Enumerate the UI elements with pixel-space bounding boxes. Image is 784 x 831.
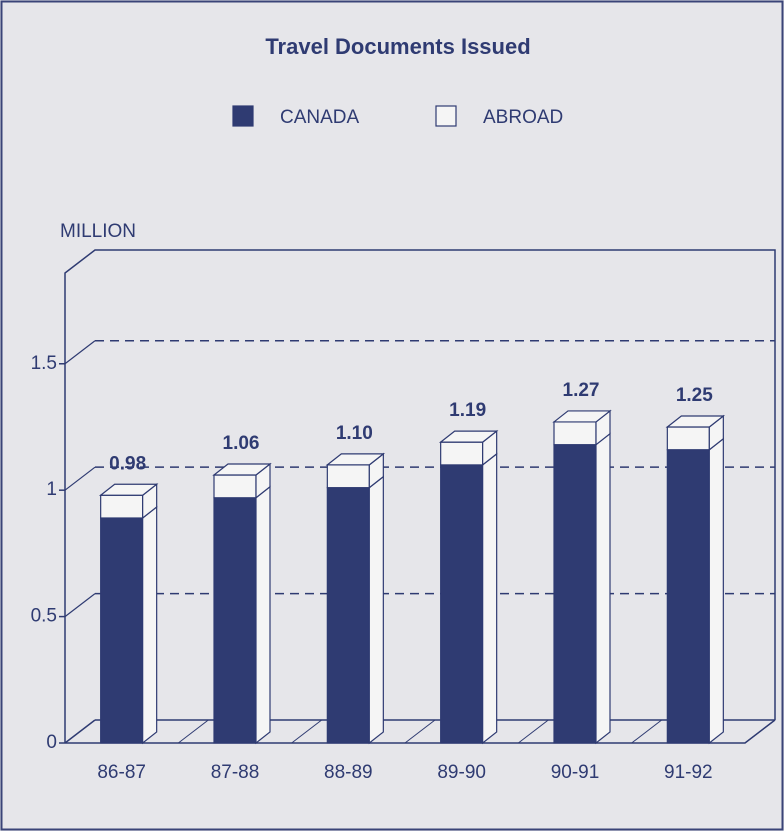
bar-side bbox=[255, 485, 271, 745]
bar-top bbox=[325, 453, 386, 466]
total-label: 1.10 bbox=[336, 423, 373, 444]
y-tick-label: 1 bbox=[46, 479, 57, 500]
y-tick-label: 0 bbox=[46, 732, 57, 753]
total-label: 1.06 bbox=[223, 433, 260, 454]
bar-top bbox=[665, 415, 726, 428]
bar-segment bbox=[440, 464, 484, 744]
grid-diagonal bbox=[64, 340, 96, 365]
legend-label: ABROAD bbox=[483, 107, 563, 128]
bar-segment bbox=[213, 474, 257, 499]
x-tick-label: 87-88 bbox=[211, 762, 260, 783]
x-divider bbox=[404, 719, 436, 744]
bar-segment bbox=[553, 444, 597, 744]
grid-diagonal bbox=[64, 593, 96, 618]
legend-swatch bbox=[435, 105, 457, 127]
bar-top bbox=[438, 430, 499, 443]
bar-segment bbox=[553, 421, 597, 446]
bar-segment bbox=[440, 441, 484, 466]
chart-title: Travel Documents Issued bbox=[265, 34, 530, 59]
legend-label: CANADA bbox=[280, 107, 360, 128]
grid-diagonal bbox=[64, 466, 96, 491]
x-divider bbox=[518, 719, 549, 744]
x-tick-label: 89-90 bbox=[437, 762, 486, 783]
bar-segment bbox=[326, 487, 370, 744]
total-label: 0.98 bbox=[109, 453, 146, 474]
bar-side bbox=[708, 437, 724, 745]
bar-top bbox=[212, 463, 272, 476]
bar-segment bbox=[326, 464, 370, 489]
bar-side bbox=[142, 505, 158, 745]
back-wall bbox=[64, 249, 776, 743]
y-tick-label: 0.5 bbox=[31, 606, 57, 627]
x-tick-label: 88-89 bbox=[324, 762, 373, 783]
bar-segment bbox=[100, 494, 144, 519]
y-axis-label: MILLION bbox=[60, 221, 136, 242]
x-tick-label: 90-91 bbox=[551, 762, 600, 783]
bar-top bbox=[552, 410, 612, 423]
bar-side bbox=[482, 452, 498, 745]
bar-segment bbox=[213, 497, 257, 744]
y-tick-label: 1.5 bbox=[31, 353, 57, 374]
x-divider bbox=[631, 719, 662, 744]
total-label: 1.27 bbox=[563, 380, 600, 401]
total-label: 1.19 bbox=[449, 400, 486, 421]
bar-segment bbox=[666, 449, 710, 744]
x-tick-label: 86-87 bbox=[97, 762, 146, 783]
bar-top bbox=[98, 483, 159, 496]
x-divider bbox=[291, 719, 322, 744]
bar-segment bbox=[666, 426, 710, 451]
total-label: 1.25 bbox=[676, 385, 713, 406]
floor-left bbox=[64, 719, 96, 744]
bar-side bbox=[368, 475, 384, 745]
bar-side bbox=[595, 432, 611, 745]
legend-swatch bbox=[232, 105, 254, 127]
x-tick-label: 91-92 bbox=[664, 762, 713, 783]
x-divider bbox=[744, 719, 776, 744]
x-divider bbox=[178, 719, 209, 744]
bar-segment bbox=[100, 517, 144, 744]
